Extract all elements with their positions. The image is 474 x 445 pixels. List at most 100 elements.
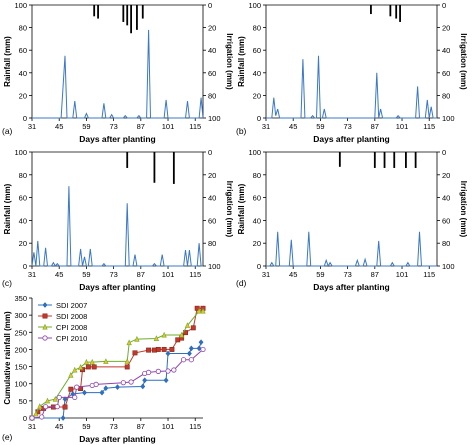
- data-point-e-1: [169, 346, 175, 352]
- x-axis-title-d: Days after planting: [313, 282, 390, 292]
- x-tick-label-b: 31: [262, 122, 270, 131]
- data-point-e-1: [124, 364, 130, 370]
- data-point-e-0: [165, 350, 171, 357]
- x-tick-label-c: 115: [189, 270, 201, 279]
- y-tick-label-e: 0: [23, 414, 27, 423]
- series-line-c-0: [31, 186, 203, 267]
- y-tick-label-b: 20: [253, 91, 261, 100]
- data-point-e-0: [188, 345, 194, 352]
- y-tick-label-c: 40: [19, 216, 27, 225]
- data-point-e-3: [39, 414, 45, 420]
- data-point-e-0: [196, 345, 202, 352]
- panel-label-b: (b): [236, 126, 247, 136]
- y2-tick-label-c: 100: [208, 262, 221, 271]
- data-point-e-3: [145, 369, 152, 375]
- legend-label-2: CPI 2008: [56, 323, 87, 332]
- y2-tick-label-a: 100: [208, 114, 221, 123]
- x-axis-title-c: Days after planting: [79, 282, 156, 292]
- y-axis-title-e: Cumulative rainfall (mm): [3, 311, 12, 405]
- y2-tick-label-d: 20: [442, 171, 450, 180]
- x-tick-label-b: 115: [423, 122, 435, 131]
- series-line-b-0: [266, 55, 437, 119]
- x-tick-label-b: 45: [289, 122, 297, 131]
- x-tick-label-c: 45: [55, 270, 63, 279]
- data-point-e-2: [126, 339, 132, 346]
- data-point-e-1: [68, 386, 74, 392]
- data-point-e-1: [146, 347, 152, 353]
- data-point-e-3: [171, 367, 177, 373]
- y-tick-label-e: 100: [14, 380, 27, 389]
- data-point-e-0: [140, 383, 146, 390]
- data-point-e-2: [184, 322, 191, 328]
- x-tick-label-c: 31: [28, 270, 36, 279]
- data-point-e-3: [72, 394, 78, 401]
- y2-tick-label-b: 0: [442, 1, 446, 10]
- x-tick-label-e: 101: [162, 422, 175, 431]
- data-point-e-0: [163, 377, 169, 384]
- x-axis-title-a: Days after planting: [79, 134, 156, 144]
- legend-marker-0: [42, 302, 48, 308]
- y-tick-label-d: 40: [253, 216, 261, 225]
- data-point-e-2: [33, 410, 39, 417]
- y2-tick-label-c: 20: [208, 171, 216, 180]
- y2-tick-label-b: 80: [442, 91, 450, 100]
- x-tick-label-a: 73: [109, 122, 117, 131]
- data-point-e-2: [77, 364, 84, 370]
- data-point-e-3: [180, 357, 187, 363]
- x-tick-label-e: 73: [109, 422, 117, 431]
- y2-tick-label-c: 40: [208, 194, 216, 203]
- x-tick-label-a: 101: [162, 122, 175, 131]
- data-point-e-1: [194, 305, 200, 311]
- data-point-e-1: [91, 364, 97, 370]
- y-tick-label-e: 200: [14, 345, 27, 354]
- data-point-e-2: [196, 307, 202, 314]
- y2-tick-label-c: 60: [208, 216, 216, 225]
- data-point-e-0: [81, 389, 87, 396]
- panel-label-c: (c): [2, 278, 12, 288]
- x-tick-label-e: 59: [82, 422, 90, 431]
- x-tick-label-c: 101: [162, 270, 175, 279]
- x-tick-label-d: 59: [316, 270, 324, 279]
- x-tick-label-b: 59: [316, 122, 324, 131]
- panel-label-d: (d): [236, 278, 247, 288]
- x-tick-label-c: 87: [137, 270, 145, 279]
- y2-tick-label-a: 60: [208, 69, 216, 78]
- data-point-e-3: [165, 368, 171, 374]
- y2-tick-label-c: 80: [208, 239, 216, 248]
- x-tick-label-a: 59: [82, 122, 90, 131]
- x-axis-title-b: Days after planting: [313, 134, 390, 144]
- data-point-e-0: [142, 377, 148, 384]
- data-point-e-2: [153, 335, 160, 341]
- x-tick-label-d: 115: [423, 270, 435, 279]
- data-point-e-0: [114, 384, 121, 391]
- data-point-e-0: [99, 389, 105, 396]
- data-point-e-3: [29, 415, 35, 421]
- y-axis-title-b: Rainfall (mm): [237, 36, 246, 87]
- y-tick-label-e: 150: [14, 363, 27, 372]
- y-tick-label-e: 300: [14, 311, 27, 320]
- y-tick-label-b: 0: [257, 114, 261, 123]
- y-tick-label-a: 20: [19, 91, 27, 100]
- data-point-e-3: [56, 394, 62, 401]
- panel-label-e: (e): [2, 432, 13, 442]
- panel-label-a: (a): [2, 126, 13, 136]
- data-point-e-2: [124, 358, 130, 364]
- data-point-e-2: [72, 366, 78, 373]
- x-tick-label-e: 87: [137, 422, 145, 431]
- y2-axis-title-b: Irrigation (mm): [459, 33, 468, 90]
- data-point-e-3: [43, 404, 49, 410]
- data-point-e-2: [161, 331, 167, 338]
- data-point-e-0: [198, 339, 204, 346]
- y-axis-title-d: Rainfall (mm): [237, 183, 246, 234]
- x-tick-label-c: 73: [109, 270, 117, 279]
- y-tick-label-b: 80: [253, 24, 261, 33]
- y-tick-label-c: 20: [19, 239, 27, 248]
- y2-tick-label-d: 0: [442, 148, 446, 157]
- x-tick-label-b: 73: [343, 122, 351, 131]
- y2-tick-label-b: 40: [442, 46, 450, 55]
- x-tick-label-b: 101: [396, 122, 409, 131]
- y-tick-label-d: 100: [248, 148, 261, 157]
- y2-tick-label-a: 0: [208, 1, 212, 10]
- data-point-e-1: [62, 404, 68, 410]
